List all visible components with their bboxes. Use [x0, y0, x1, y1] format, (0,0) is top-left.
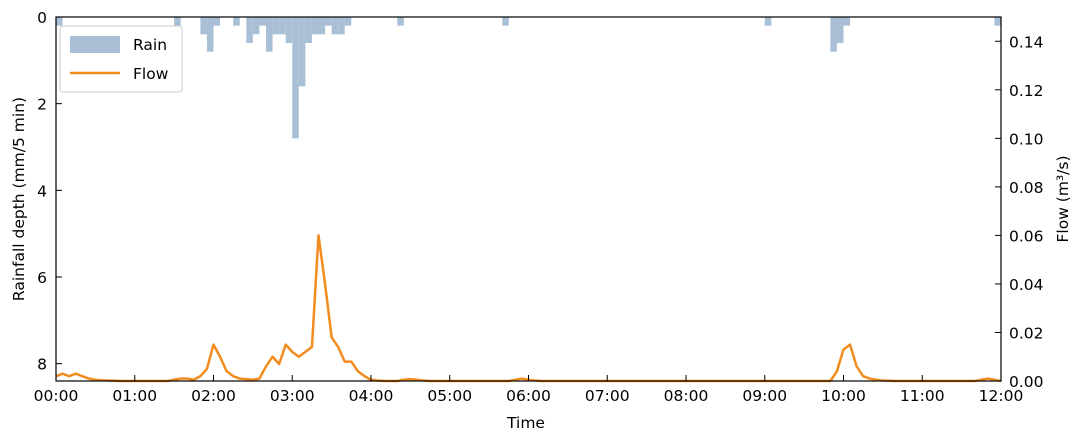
right-y-tick-label: 0.06: [1009, 227, 1044, 245]
left-y-axis-label: Rainfall depth (mm/5 min): [10, 97, 28, 301]
flow-line: [55, 234, 1002, 383]
rain-bar: [279, 17, 286, 35]
right-y-tick-label: 0.08: [1009, 179, 1044, 197]
rain-bar: [259, 17, 266, 26]
x-tick-label: 06:00: [506, 387, 551, 405]
rain-bar: [830, 17, 837, 52]
x-tick-label: 03:00: [270, 387, 315, 405]
right-y-tick-label: 0.02: [1009, 324, 1044, 342]
rain-bar: [266, 17, 273, 52]
rain-bar: [338, 17, 345, 35]
plot-frame: [55, 16, 1002, 382]
rain-bar: [502, 17, 509, 26]
x-tick-label: 04:00: [349, 387, 394, 405]
rain-bar: [252, 17, 260, 35]
rain-bar: [246, 17, 253, 43]
x-tick-label: 08:00: [664, 387, 709, 405]
right-y-tick-label: 0.04: [1009, 276, 1044, 294]
rain-bar: [233, 17, 240, 26]
x-tick-label: 10:00: [821, 387, 866, 405]
left-y-tick-label: 2: [37, 96, 47, 114]
left-y-tick-label: 8: [37, 356, 47, 374]
right-y-tick-label: 0.12: [1009, 82, 1044, 100]
right-y-tick-label: 0.14: [1009, 33, 1044, 51]
rain-bar: [174, 17, 181, 26]
x-tick-label: 02:00: [191, 387, 236, 405]
left-y-tick-label: 6: [37, 269, 47, 287]
x-tick-label: 11:00: [900, 387, 945, 405]
left-y-axis: 0 2 4 6 8: [37, 9, 62, 374]
right-y-axis: 0.00 0.02 0.04 0.06 0.08 0.10 0.12 0.14: [995, 33, 1044, 391]
rain-bar: [285, 17, 293, 43]
left-y-tick-label: 0: [37, 9, 47, 27]
rain-bar: [397, 17, 404, 26]
legend: Rain Flow: [59, 25, 183, 93]
x-tick-label: 01:00: [112, 387, 157, 405]
rain-bar: [200, 17, 207, 35]
rain-bar: [836, 17, 844, 43]
legend-rain-swatch: [70, 36, 120, 53]
rain-bar: [292, 17, 299, 139]
x-tick-label: 05:00: [427, 387, 472, 405]
rain-bar: [318, 17, 326, 35]
flow-series: [55, 234, 1002, 383]
right-y-axis-label: Flow (m³/s): [1054, 155, 1072, 242]
x-axis: 00:00 01:00 02:00 03:00 04:00 05:00 06:00 07:00…: [34, 375, 1024, 405]
rain-bar: [298, 17, 306, 87]
left-y-tick-label: 4: [37, 182, 47, 200]
rain-bar: [305, 17, 312, 43]
x-tick-label: 07:00: [585, 387, 630, 405]
rain-bar: [325, 17, 332, 26]
rain-bar: [344, 17, 352, 26]
legend-rain-label: Rain: [133, 36, 167, 54]
rain-bar: [311, 17, 319, 35]
rain-bar: [843, 17, 851, 26]
rain-bar: [56, 17, 63, 26]
rain-bars: [56, 17, 1001, 139]
x-tick-label: 12:00: [979, 387, 1024, 405]
right-y-tick-label: 0.10: [1009, 130, 1044, 148]
rain-bar: [206, 17, 214, 52]
rain-bar: [213, 17, 221, 26]
x-tick-label: 00:00: [34, 387, 79, 405]
rain-bar: [331, 17, 339, 35]
x-axis-label: Time: [506, 414, 545, 432]
right-y-tick-label: 0.00: [1009, 373, 1044, 391]
rain-bar: [764, 17, 772, 26]
rain-bar: [994, 17, 1001, 26]
rain-bar: [272, 17, 280, 35]
legend-flow-label: Flow: [133, 65, 169, 83]
x-tick-label: 09:00: [742, 387, 787, 405]
